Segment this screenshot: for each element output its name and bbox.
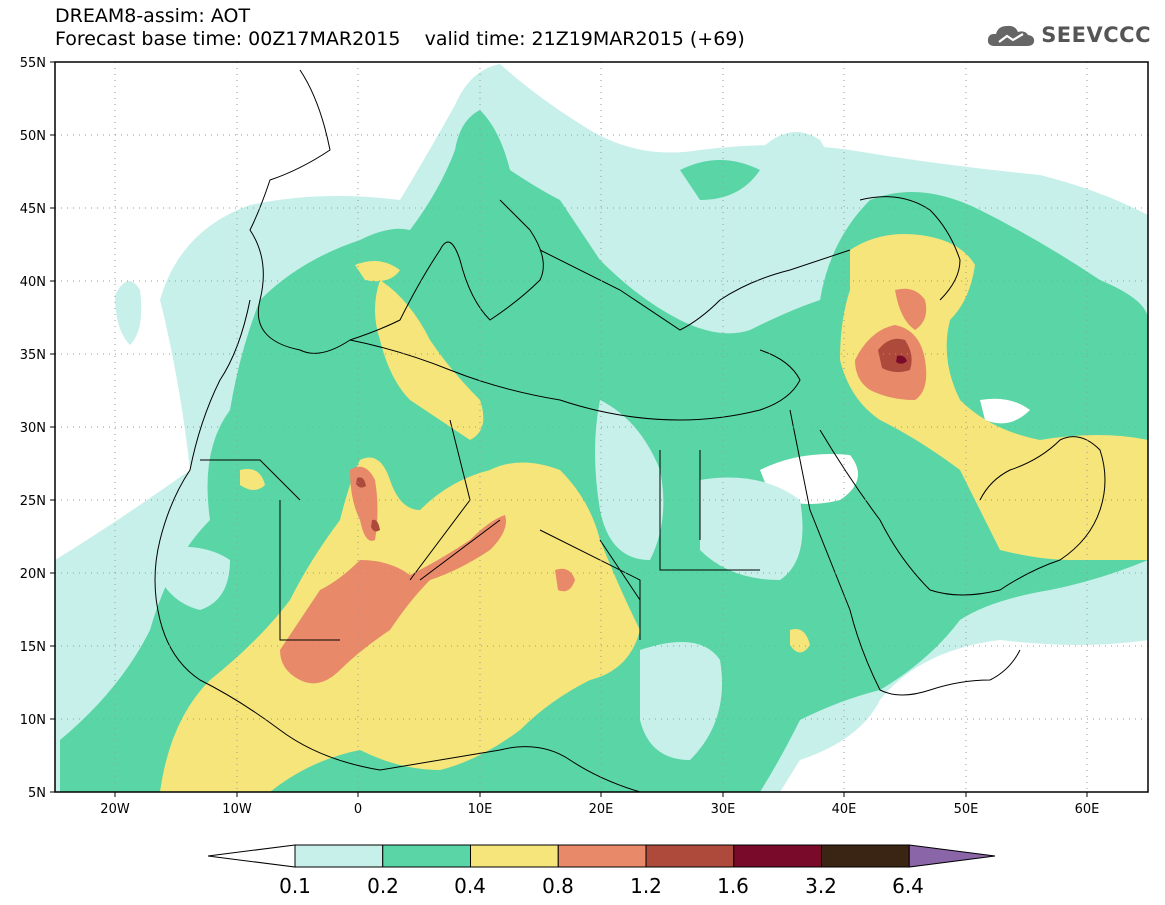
lon-tick-label: 10W <box>222 802 252 817</box>
lon-tick-label: 20W <box>100 802 130 817</box>
lon-tick-label: 10E <box>468 802 493 817</box>
lat-tick-label: 5N <box>28 786 46 801</box>
lon-tick-labels: 20W 10W 0 10E 20E 30E 40E 50E 60E <box>100 802 1099 817</box>
lat-tick-label: 10N <box>20 713 46 728</box>
lon-tick-label: 40E <box>832 802 857 817</box>
lat-tick-label: 40N <box>20 275 46 290</box>
lon-tick-label: 50E <box>954 802 979 817</box>
lat-tick-label: 55N <box>20 56 46 71</box>
lat-tick-labels: 5N 10N 15N 20N 25N 30N 35N 40N 45N 50N 5… <box>20 56 46 801</box>
lon-tick-label: 30E <box>711 802 736 817</box>
lon-tick-label: 20E <box>589 802 614 817</box>
lat-tick-label: 25N <box>20 494 46 509</box>
lat-tick-label: 30N <box>20 421 46 436</box>
lat-tick-label: 35N <box>20 348 46 363</box>
lat-tick-label: 15N <box>20 640 46 655</box>
lat-tick-label: 45N <box>20 202 46 217</box>
lon-tick-label: 60E <box>1075 802 1100 817</box>
lat-tick-label: 50N <box>20 129 46 144</box>
lon-tick-label: 0 <box>354 802 362 817</box>
lat-tick-label: 20N <box>20 567 46 582</box>
